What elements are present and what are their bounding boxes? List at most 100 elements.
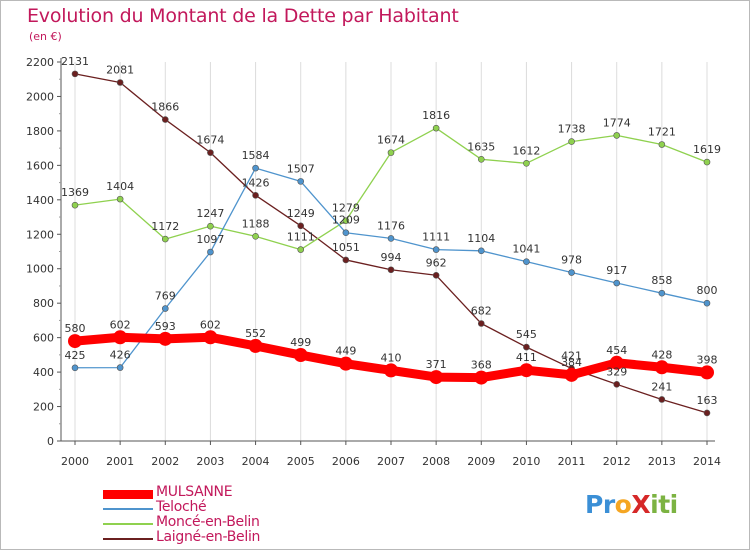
data-label: 1404 [106, 180, 134, 193]
data-label: 1674 [196, 134, 224, 147]
legend-label: Moncé-en-Belin [156, 514, 260, 530]
data-point [387, 235, 395, 242]
data-point [703, 158, 711, 166]
data-point [338, 356, 353, 371]
y-tick-label: 0 [47, 435, 54, 448]
logo-letter: t [658, 490, 670, 519]
x-tick-label: 2011 [558, 455, 586, 468]
proxiti-logo: ProXiti [585, 490, 678, 519]
data-point [474, 370, 489, 385]
y-tick-label: 2000 [26, 90, 54, 103]
data-point [252, 233, 259, 240]
data-point [297, 222, 305, 230]
data-point [432, 124, 440, 132]
legend-swatch [103, 489, 153, 499]
data-point [703, 299, 711, 307]
data-point [564, 367, 579, 382]
data-point [387, 266, 395, 274]
data-point [207, 149, 214, 156]
x-tick-label: 2014 [693, 455, 721, 468]
data-label: 368 [471, 359, 492, 372]
data-label: 421 [561, 349, 582, 362]
data-label: 371 [426, 358, 447, 371]
data-label: 410 [381, 351, 402, 364]
data-label: 580 [65, 322, 86, 335]
logo-letter: P [585, 490, 603, 519]
unit-label: (en €) [29, 30, 62, 43]
x-tick-label: 2001 [106, 455, 134, 468]
data-point [161, 116, 169, 123]
data-label: 1097 [196, 233, 224, 246]
data-point [523, 343, 530, 351]
data-point [387, 149, 395, 156]
data-point [293, 348, 308, 363]
y-tick-label: 200 [33, 401, 54, 414]
x-tick-label: 2006 [332, 455, 360, 468]
y-tick-label: 800 [33, 297, 54, 310]
data-point [161, 235, 169, 243]
x-tick-label: 2010 [512, 455, 540, 468]
data-label: 1051 [332, 241, 360, 254]
x-tick-label: 2000 [61, 455, 89, 468]
data-label: 800 [697, 284, 718, 297]
data-label: 398 [697, 353, 718, 366]
data-point [429, 370, 444, 385]
data-label: 545 [516, 328, 537, 341]
data-label: 917 [606, 264, 627, 277]
data-label: 1111 [287, 231, 315, 244]
data-label: 593 [155, 320, 176, 333]
data-point [71, 364, 79, 372]
data-point [113, 330, 128, 345]
data-label: 499 [290, 336, 311, 349]
data-label: 602 [110, 318, 131, 331]
data-point [342, 217, 350, 224]
data-point [161, 305, 169, 312]
data-point [700, 365, 714, 380]
data-label: 1111 [422, 231, 450, 244]
data-label: 449 [335, 345, 356, 358]
data-label: 454 [606, 344, 627, 357]
chart-title: Evolution du Montant de la Dette par Hab… [27, 5, 459, 27]
data-point [519, 363, 534, 378]
data-label: 2131 [61, 55, 89, 68]
data-label: 1209 [332, 214, 360, 227]
y-tick-label: 1200 [26, 228, 54, 241]
data-point [432, 246, 440, 253]
y-tick-label: 2200 [26, 56, 54, 69]
data-point [252, 192, 259, 199]
x-tick-label: 2012 [603, 455, 631, 468]
data-label: 602 [200, 318, 221, 331]
y-tick-label: 1400 [26, 194, 54, 207]
data-point [654, 360, 669, 375]
data-point [297, 178, 305, 185]
data-point [203, 330, 218, 345]
logo-letter: o [614, 490, 632, 519]
data-point [342, 256, 350, 264]
x-tick-label: 2003 [196, 455, 224, 468]
y-tick-label: 1000 [26, 263, 54, 276]
data-label: 962 [426, 256, 447, 269]
logo-letter: X [631, 490, 651, 519]
data-point [568, 138, 575, 145]
data-label: 769 [155, 290, 176, 303]
data-label: 384 [561, 356, 582, 369]
legend-label: Teloché [156, 499, 207, 515]
legend-swatch [103, 523, 153, 525]
x-tick-label: 2002 [151, 455, 179, 468]
data-label: 1369 [61, 186, 89, 199]
data-label: 241 [651, 380, 672, 393]
data-label: 1426 [242, 176, 270, 189]
x-tick-label: 2013 [648, 455, 676, 468]
data-label: 1774 [603, 116, 631, 129]
logo-letter: i [669, 490, 679, 519]
data-point [248, 338, 263, 353]
x-tick-label: 2009 [467, 455, 495, 468]
data-point [477, 156, 485, 163]
data-point [207, 222, 214, 230]
data-point [477, 320, 485, 327]
y-tick-label: 600 [33, 332, 54, 345]
data-point [658, 141, 666, 148]
data-label: 1279 [332, 202, 360, 215]
data-label: 426 [110, 349, 131, 362]
